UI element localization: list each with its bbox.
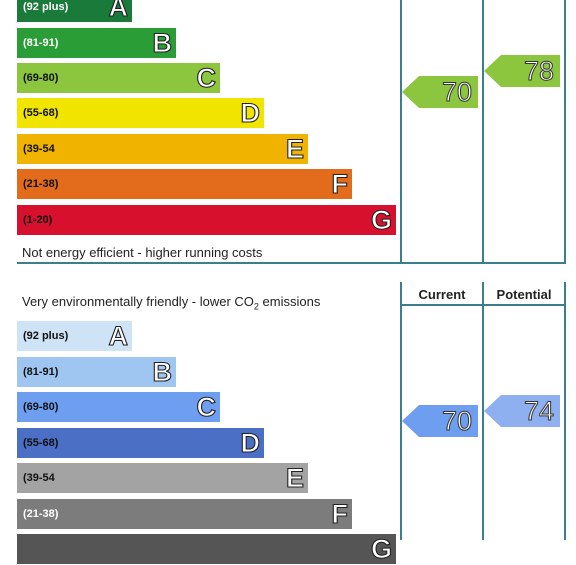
environmental-band-c: (69-80) C xyxy=(17,391,220,423)
energy-band-g: (1-20) G xyxy=(17,204,396,236)
band-range-label: (92 plus) xyxy=(23,330,69,342)
band-range-label: (69-80) xyxy=(23,72,59,84)
chart-divider xyxy=(564,0,566,264)
energy-band-e: (39-54 E xyxy=(17,133,308,165)
energy-band-d: (55-68) D xyxy=(17,97,264,129)
environmental-band-d: (55-68) D xyxy=(17,427,264,459)
band-range-label: (55-68) xyxy=(23,437,59,449)
band-letter: G xyxy=(370,204,392,235)
band-range-label: (39-54 xyxy=(23,143,55,155)
environmental-header-text: Very environmentally friendly - lower CO… xyxy=(22,294,321,312)
energy-band-a: (92 plus) A xyxy=(17,0,132,23)
energy-current-rating: 70 xyxy=(402,76,478,108)
chart-divider xyxy=(400,282,402,540)
rating-value: 78 xyxy=(523,56,554,87)
band-letter: B xyxy=(152,27,173,58)
band-range-label: (81-91) xyxy=(23,37,59,49)
band-letter: A xyxy=(108,320,129,351)
rating-value: 70 xyxy=(441,77,472,108)
band-letter: G xyxy=(370,533,392,564)
energy-potential-rating: 78 xyxy=(484,55,560,87)
energy-band-c: (69-80) C xyxy=(17,62,220,94)
chart-divider xyxy=(400,0,402,264)
band-letter: F xyxy=(331,168,349,199)
environmental-potential-rating: 74 xyxy=(484,395,560,427)
band-range-label: (81-91) xyxy=(23,366,59,378)
chart-divider xyxy=(400,304,566,306)
band-range-label: (1-20) xyxy=(23,214,53,226)
band-letter: B xyxy=(152,356,173,387)
band-range-label: (21-38) xyxy=(23,178,59,190)
column-potential-header: Potential xyxy=(496,287,552,302)
environmental-band-a: (92 plus) A xyxy=(17,320,132,352)
band-letter: D xyxy=(240,97,261,128)
band-range-label: (92 plus) xyxy=(23,1,69,13)
environmental-impact-chart: Very environmentally friendly - lower CO… xyxy=(0,282,576,565)
chart-divider xyxy=(564,282,566,540)
environmental-band-g: G xyxy=(17,533,396,565)
band-range-label: (69-80) xyxy=(23,401,59,413)
band-letter: A xyxy=(108,0,129,23)
band-letter: D xyxy=(240,427,261,458)
column-current-header: Current xyxy=(418,287,466,302)
chart-divider xyxy=(482,282,484,540)
environmental-band-b: (81-91) B xyxy=(17,356,176,388)
environmental-band-e: (39-54 E xyxy=(17,462,308,494)
energy-efficiency-chart: (92 plus) A (81-91) B (69-80) C (55-68) … xyxy=(0,0,576,265)
band-letter: C xyxy=(196,62,217,93)
rating-value: 74 xyxy=(523,396,554,427)
band-range-label: (55-68) xyxy=(23,107,59,119)
band-letter: E xyxy=(285,133,304,164)
energy-footer-text: Not energy efficient - higher running co… xyxy=(22,245,263,260)
chart-divider xyxy=(482,0,484,264)
band-letter: F xyxy=(331,498,349,529)
chart-divider xyxy=(17,262,566,264)
energy-band-f: (21-38) F xyxy=(17,168,352,200)
environmental-current-rating: 70 xyxy=(402,405,478,437)
band-letter: E xyxy=(285,462,304,493)
band-range-label: (39-54 xyxy=(23,472,55,484)
rating-value: 70 xyxy=(441,406,472,437)
band-letter: C xyxy=(196,391,217,422)
environmental-band-f: (21-38) F xyxy=(17,498,352,530)
band-range-label: (21-38) xyxy=(23,508,59,520)
energy-band-b: (81-91) B xyxy=(17,27,176,59)
